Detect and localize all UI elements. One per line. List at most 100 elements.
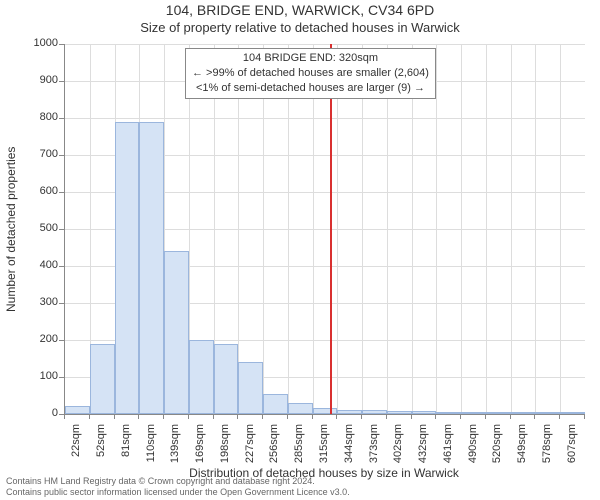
y-tick-mark: [59, 266, 64, 267]
y-tick-label: 300: [18, 296, 58, 308]
histogram-bar: [214, 344, 239, 414]
histogram-bar: [238, 362, 263, 414]
histogram-bar: [387, 411, 412, 414]
y-tick-label: 700: [18, 148, 58, 160]
histogram-bar: [362, 410, 387, 414]
x-tick-mark: [89, 414, 90, 419]
histogram-bar: [90, 344, 115, 414]
x-tick-mark: [559, 414, 560, 419]
histogram-bar: [436, 412, 461, 414]
x-tick-label: 461sqm: [442, 424, 454, 472]
y-axis-label: Number of detached properties: [4, 44, 18, 414]
x-tick-label: 139sqm: [169, 424, 181, 472]
gridline-v: [362, 44, 363, 414]
x-tick-label: 432sqm: [417, 424, 429, 472]
x-tick-label: 81sqm: [120, 424, 132, 472]
y-tick-label: 500: [18, 222, 58, 234]
x-tick-label: 22sqm: [70, 424, 82, 472]
gridline-v: [387, 44, 388, 414]
histogram-bar: [189, 340, 214, 414]
gridline-v: [412, 44, 413, 414]
gridline-v: [486, 44, 487, 414]
gridline-v: [511, 44, 512, 414]
x-tick-label: 315sqm: [318, 424, 330, 472]
gridline-h: [65, 44, 585, 45]
y-tick-mark: [59, 340, 64, 341]
chart-root: 104, BRIDGE END, WARWICK, CV34 6PD Size …: [0, 0, 600, 500]
x-tick-mark: [411, 414, 412, 419]
y-tick-label: 100: [18, 370, 58, 382]
histogram-bar: [263, 394, 288, 414]
y-tick-mark: [59, 229, 64, 230]
x-tick-mark: [460, 414, 461, 419]
x-tick-label: 373sqm: [368, 424, 380, 472]
x-tick-label: 490sqm: [467, 424, 479, 472]
histogram-bar: [115, 122, 140, 414]
histogram-bar: [412, 411, 437, 414]
gridline-h: [65, 118, 585, 119]
x-tick-mark: [188, 414, 189, 419]
histogram-bar: [511, 412, 536, 414]
x-tick-label: 198sqm: [219, 424, 231, 472]
y-tick-mark: [59, 377, 64, 378]
x-tick-mark: [336, 414, 337, 419]
x-tick-label: 607sqm: [566, 424, 578, 472]
x-tick-mark: [114, 414, 115, 419]
y-tick-mark: [59, 81, 64, 82]
histogram-bar: [337, 410, 362, 414]
x-tick-mark: [386, 414, 387, 419]
gridline-v: [238, 44, 239, 414]
y-tick-label: 200: [18, 333, 58, 345]
histogram-bar: [65, 406, 90, 414]
x-tick-mark: [534, 414, 535, 419]
gridline-v: [263, 44, 264, 414]
x-tick-mark: [213, 414, 214, 419]
x-tick-mark: [163, 414, 164, 419]
histogram-bar: [164, 251, 189, 414]
x-tick-mark: [584, 414, 585, 419]
x-tick-label: 169sqm: [194, 424, 206, 472]
gridline-v: [288, 44, 289, 414]
gridline-v: [535, 44, 536, 414]
x-tick-label: 344sqm: [343, 424, 355, 472]
x-tick-label: 549sqm: [516, 424, 528, 472]
x-tick-label: 578sqm: [541, 424, 553, 472]
y-tick-label: 800: [18, 111, 58, 123]
x-tick-label: 52sqm: [95, 424, 107, 472]
x-tick-mark: [237, 414, 238, 419]
x-tick-mark: [262, 414, 263, 419]
histogram-bar: [461, 412, 486, 414]
y-tick-label: 600: [18, 185, 58, 197]
y-tick-mark: [59, 192, 64, 193]
gridline-v: [436, 44, 437, 414]
x-tick-mark: [138, 414, 139, 419]
histogram-bar: [139, 122, 164, 414]
gridline-v: [560, 44, 561, 414]
histogram-bar: [535, 412, 560, 414]
x-tick-label: 285sqm: [293, 424, 305, 472]
x-tick-mark: [361, 414, 362, 419]
x-tick-label: 402sqm: [392, 424, 404, 472]
x-tick-mark: [510, 414, 511, 419]
gridline-v: [313, 44, 314, 414]
footer-line-1: Contains HM Land Registry data © Crown c…: [6, 476, 350, 487]
x-tick-label: 227sqm: [244, 424, 256, 472]
y-tick-label: 0: [18, 407, 58, 419]
footer-note: Contains HM Land Registry data © Crown c…: [6, 476, 350, 498]
gridline-v: [337, 44, 338, 414]
annotation-line-1: 104 BRIDGE END: 320sqm: [192, 51, 429, 66]
x-tick-label: 520sqm: [491, 424, 503, 472]
y-tick-mark: [59, 155, 64, 156]
histogram-bar: [313, 408, 338, 414]
annotation-line-2: ← >99% of detached houses are smaller (2…: [192, 66, 429, 81]
x-tick-mark: [312, 414, 313, 419]
gridline-v: [461, 44, 462, 414]
x-tick-label: 256sqm: [268, 424, 280, 472]
y-tick-mark: [59, 118, 64, 119]
histogram-bar: [560, 412, 585, 414]
y-tick-label: 400: [18, 259, 58, 271]
reference-line: [330, 44, 332, 414]
annotation-box: 104 BRIDGE END: 320sqm ← >99% of detache…: [185, 48, 436, 99]
y-tick-mark: [59, 303, 64, 304]
annotation-line-3: <1% of semi-detached houses are larger (…: [192, 81, 429, 96]
